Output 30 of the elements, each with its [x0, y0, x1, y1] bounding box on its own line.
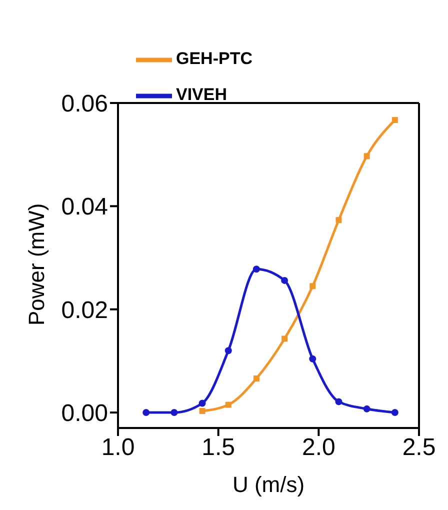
point	[199, 408, 206, 414]
x-tick-label: 1.5	[202, 434, 236, 462]
point	[253, 375, 260, 382]
y-axis-title: Power (mW)	[24, 203, 49, 326]
point	[252, 266, 260, 273]
point	[335, 398, 342, 406]
point	[282, 336, 288, 342]
point	[364, 153, 370, 160]
point	[224, 347, 232, 354]
point	[142, 409, 150, 416]
point	[170, 409, 178, 416]
y-tick-label: 0.06	[61, 90, 108, 118]
point	[225, 402, 232, 408]
x-tick-label: 1.0	[101, 434, 135, 462]
y-tick-label: 0.00	[61, 400, 108, 428]
point	[392, 117, 398, 124]
x-tick-label: 2.0	[302, 434, 336, 462]
x-axis-title: U (m/s)	[232, 472, 305, 497]
point	[281, 276, 288, 284]
point	[310, 283, 316, 290]
point	[336, 217, 342, 224]
legend-label: VIVEH	[176, 85, 228, 104]
legend-label: GEH-PTC	[176, 49, 252, 68]
x-tick-label: 2.5	[402, 434, 436, 462]
y-tick-label: 0.02	[61, 296, 108, 324]
point	[198, 400, 206, 407]
point	[363, 405, 370, 412]
y-tick-label: 0.04	[61, 194, 108, 221]
point	[309, 355, 316, 362]
point	[391, 409, 398, 416]
